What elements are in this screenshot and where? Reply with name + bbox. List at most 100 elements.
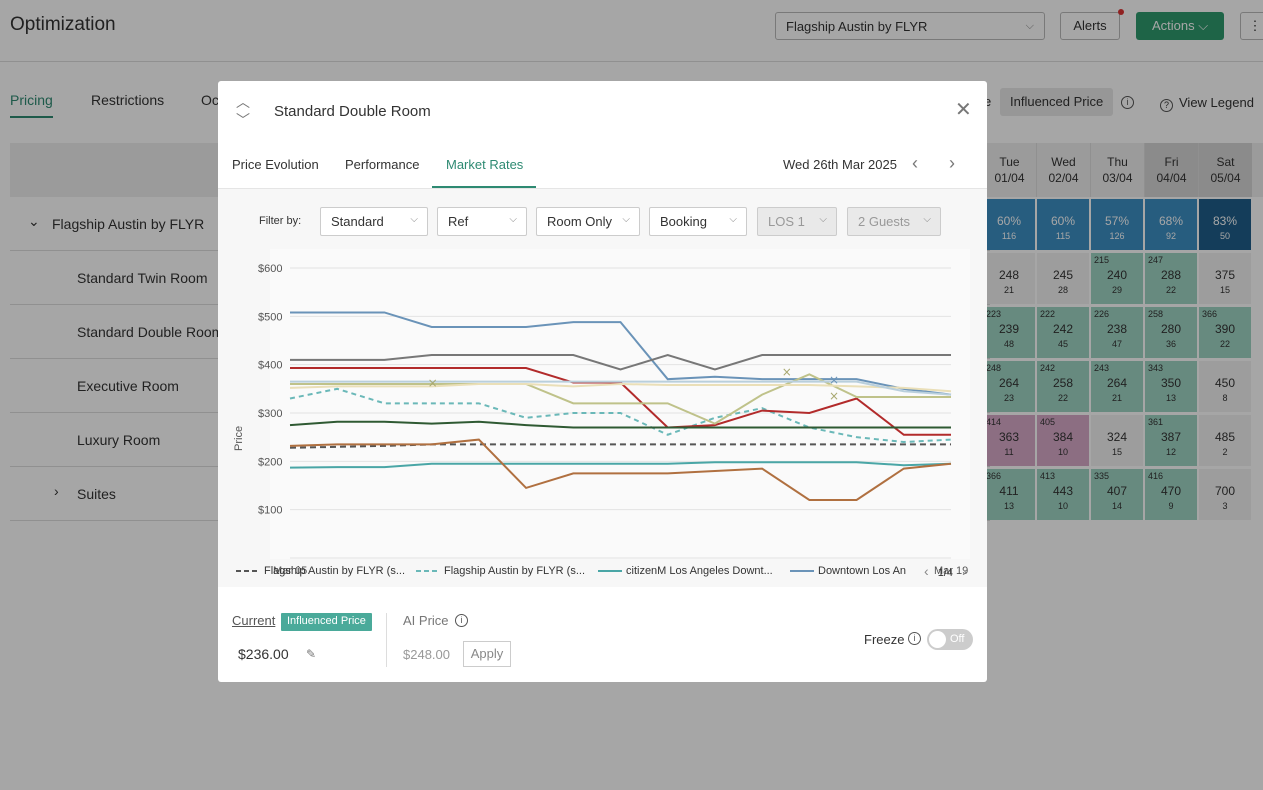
series-line-6[interactable] xyxy=(290,373,951,425)
apply-button[interactable]: Apply xyxy=(463,641,511,667)
grid-cell[interactable]: 222 242 45 xyxy=(1037,307,1089,358)
chevron-left-icon[interactable]: ‹ xyxy=(924,563,929,579)
grid-cell[interactable]: 405 384 10 xyxy=(1037,415,1089,466)
influenced-price-toggle[interactable]: Influenced Price xyxy=(1000,88,1114,116)
grid-cell[interactable]: 243 264 21 xyxy=(1091,361,1143,412)
grid-cell[interactable]: 416 470 9 xyxy=(1145,469,1197,520)
close-icon[interactable]: ✕ xyxy=(955,99,972,121)
grid-cell[interactable]: 248 264 23 xyxy=(983,361,1035,412)
grid-cell[interactable]: 57% 126 xyxy=(1091,199,1143,250)
chevron-down-icon: ⌵ xyxy=(819,214,827,225)
chevron-right-icon[interactable]: › xyxy=(54,483,59,499)
help-icon: ? xyxy=(1160,99,1173,112)
filter-select[interactable]: Ref ⌵ xyxy=(437,207,527,236)
series-line-9[interactable] xyxy=(289,382,952,393)
filter-select[interactable]: Room Only ⌵ xyxy=(536,207,640,236)
tab-restrictions[interactable]: Restrictions xyxy=(91,92,165,108)
freeze-toggle[interactable]: Off xyxy=(927,629,973,650)
data-marker[interactable]: × xyxy=(829,389,839,403)
series-line-1[interactable] xyxy=(289,387,952,444)
cell-count: 21 xyxy=(1003,285,1014,295)
info-icon[interactable]: i xyxy=(908,632,921,645)
grid-cell[interactable]: 60% 116 xyxy=(983,199,1035,250)
segment-prev[interactable]: e xyxy=(984,94,992,109)
grid-cell[interactable]: 223 239 48 xyxy=(983,307,1035,358)
grid-cell[interactable]: 226 238 47 xyxy=(1091,307,1143,358)
chevron-right-icon[interactable]: › xyxy=(949,153,955,173)
chevron-left-icon[interactable]: ‹ xyxy=(912,153,918,173)
legend-item[interactable]: Downtown Los An xyxy=(790,565,906,577)
series-line-4[interactable] xyxy=(290,353,951,371)
data-marker[interactable]: × xyxy=(782,365,792,379)
grid-cell[interactable]: 83% 50 xyxy=(1199,199,1251,250)
cell-value: 363 xyxy=(998,430,1020,444)
grid-cell[interactable]: 700 3 xyxy=(1199,469,1251,520)
grid-cell[interactable]: 343 350 13 xyxy=(1145,361,1197,412)
grid-cell[interactable]: 247 288 22 xyxy=(1145,253,1197,304)
grid-cell[interactable]: 60% 115 xyxy=(1037,199,1089,250)
legend-item[interactable]: Flagship Austin by FLYR (s... xyxy=(236,565,405,577)
cell-count: 8 xyxy=(1222,393,1228,403)
filter-value: 2 Guests xyxy=(858,214,911,229)
more-menu-button[interactable]: ⋮ xyxy=(1240,12,1263,40)
pencil-icon[interactable]: ✎ xyxy=(306,647,317,661)
alerts-button[interactable]: Alerts xyxy=(1060,12,1120,40)
series-line-2[interactable] xyxy=(289,461,952,469)
data-marker[interactable]: × xyxy=(829,373,839,387)
cell-ref-price: 343 xyxy=(1148,363,1164,373)
grid-cell[interactable]: 242 258 22 xyxy=(1037,361,1089,412)
filter-select: LOS 1 ⌵ xyxy=(757,207,837,236)
legend-item[interactable]: citizenM Los Angeles Downt... xyxy=(598,565,773,577)
grid-cell[interactable]: 366 411 13 xyxy=(983,469,1035,520)
grid-cell[interactable]: 258 280 36 xyxy=(1145,307,1197,358)
grid-cell[interactable]: 215 240 29 xyxy=(1091,253,1143,304)
current-price-link[interactable]: Current xyxy=(232,613,276,628)
grid-cell[interactable]: 245 28 xyxy=(1037,253,1089,304)
grid-cell[interactable]: 414 363 11 xyxy=(983,415,1035,466)
grid-cell[interactable]: 335 407 14 xyxy=(1091,469,1143,520)
property-select[interactable]: Flagship Austin by FLYR ⌵ xyxy=(775,12,1045,40)
grid-cell[interactable]: 248 21 xyxy=(983,253,1035,304)
series-line-7[interactable] xyxy=(289,420,951,429)
grid-cell[interactable]: 366 390 22 xyxy=(1199,307,1251,358)
grid-cell[interactable]: 485 2 xyxy=(1199,415,1251,466)
tab-occupancy[interactable]: Oc xyxy=(201,92,219,108)
info-icon[interactable]: i xyxy=(1121,96,1134,109)
filter-select[interactable]: Standard ⌵ xyxy=(320,207,428,236)
data-marker[interactable]: × xyxy=(428,376,438,390)
tab-market-rates[interactable]: Market Rates xyxy=(446,157,524,172)
chevron-down-icon[interactable]: ﹀ xyxy=(236,112,250,128)
cell-count: 47 xyxy=(1111,339,1122,349)
tab-performance[interactable]: Performance xyxy=(345,157,420,172)
grid-cell[interactable]: 450 8 xyxy=(1199,361,1251,412)
date-column-header[interactable]: Thu 03/04 xyxy=(1090,143,1144,197)
grid-cell[interactable]: 375 15 xyxy=(1199,253,1251,304)
date-column-header[interactable]: Fri 04/04 xyxy=(1144,143,1198,197)
series-line-10[interactable] xyxy=(290,380,952,396)
filter-select[interactable]: Booking ⌵ xyxy=(649,207,747,236)
series-line-8[interactable] xyxy=(289,438,952,501)
cell-value: 264 xyxy=(998,376,1020,390)
series-line-3[interactable] xyxy=(290,311,952,396)
info-icon[interactable]: i xyxy=(455,614,468,627)
tab-price-evolution[interactable]: Price Evolution xyxy=(232,157,319,172)
tab-pricing[interactable]: Pricing xyxy=(10,92,53,118)
chevron-up-icon[interactable]: ︿ xyxy=(236,94,250,110)
grid-cell[interactable]: 324 15 xyxy=(1091,415,1143,466)
view-legend-button[interactable]: ? View Legend xyxy=(1160,95,1254,112)
cell-count: 115 xyxy=(1055,231,1071,241)
legend-item[interactable]: Flagship Austin by FLYR (s... xyxy=(416,565,585,577)
chevron-right-icon[interactable]: › xyxy=(962,563,967,579)
cell-count: 3 xyxy=(1222,501,1228,511)
cell-count: 29 xyxy=(1111,285,1122,295)
date-column-header[interactable]: Sat 05/04 xyxy=(1198,143,1252,197)
grid-cell[interactable]: 68% 92 xyxy=(1145,199,1197,250)
date: 01/04 xyxy=(994,171,1025,185)
chevron-down-icon[interactable]: ⌄ xyxy=(28,213,40,229)
market-rates-chart: $600 $500 $400 $300 $200 $100 Price Mar 05 Mar 1… xyxy=(233,249,970,577)
date-column-header[interactable]: Wed 02/04 xyxy=(1036,143,1090,197)
property-select-value: Flagship Austin by FLYR xyxy=(786,19,928,34)
grid-cell[interactable]: 413 443 10 xyxy=(1037,469,1089,520)
grid-cell[interactable]: 361 387 12 xyxy=(1145,415,1197,466)
actions-button[interactable]: Actions ⌵ xyxy=(1136,12,1224,40)
